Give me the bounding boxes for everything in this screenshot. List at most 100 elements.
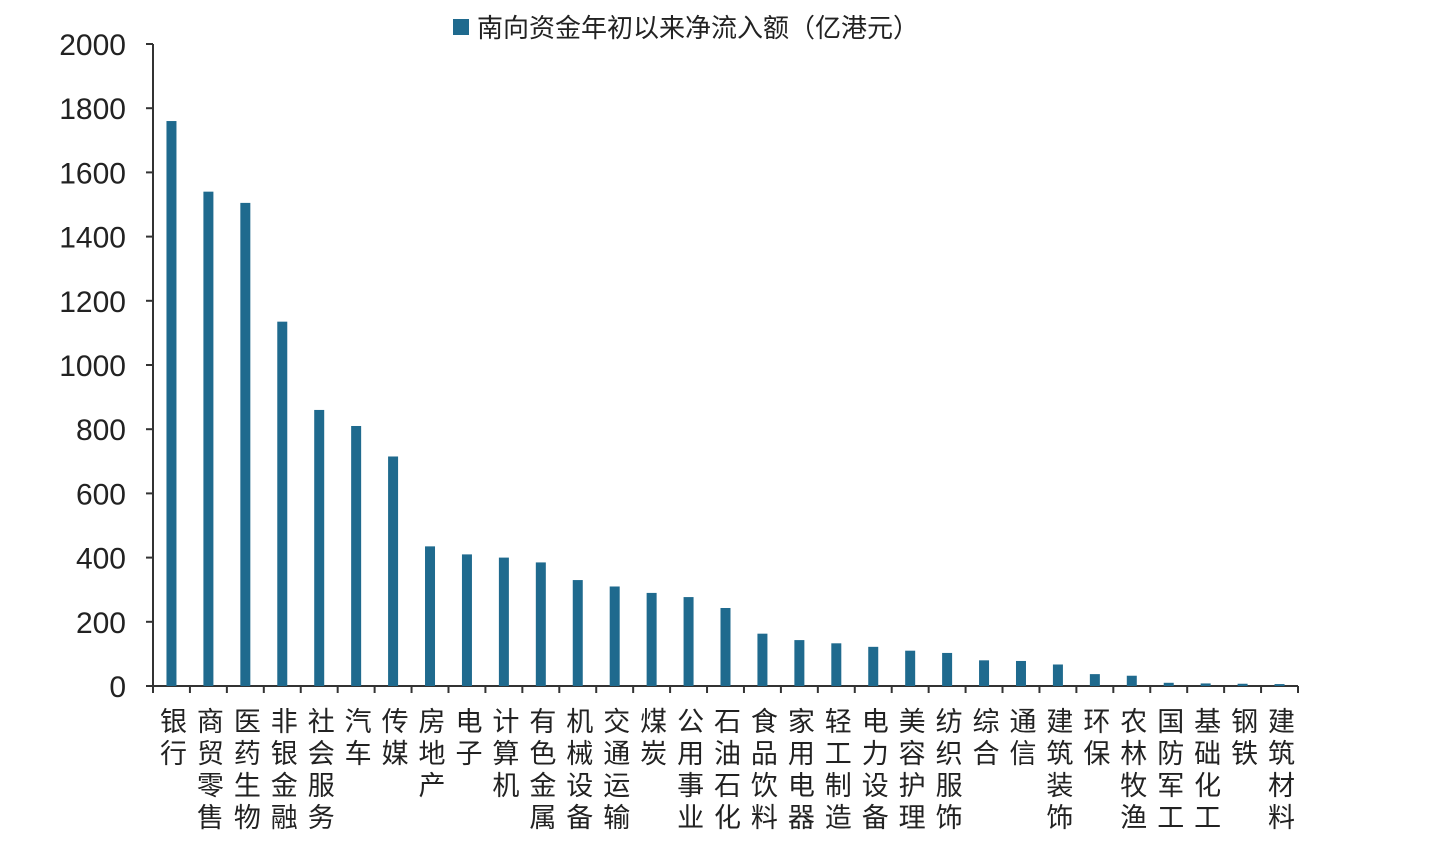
y-tick-label: 2000 [59,29,126,62]
svg-text:服: 服 [936,771,963,802]
y-tick-label: 600 [76,478,126,511]
x-tick-label: 电子 [455,707,482,770]
svg-text:化: 化 [1194,771,1221,802]
svg-text:合: 合 [973,739,1000,770]
svg-text:房: 房 [419,707,446,738]
svg-text:公: 公 [677,707,704,738]
svg-text:电: 电 [788,771,815,802]
svg-text:建: 建 [1268,707,1295,738]
svg-text:品: 品 [751,739,778,770]
svg-text:媒: 媒 [382,739,409,770]
svg-text:装: 装 [1046,771,1073,802]
svg-text:运: 运 [603,771,630,802]
svg-text:料: 料 [1268,803,1295,834]
bar [646,592,657,686]
y-tick-label: 800 [76,414,126,447]
x-tick-label: 综合 [973,707,1000,770]
bar [979,660,990,686]
svg-text:饰: 饰 [1046,803,1073,834]
svg-text:零: 零 [197,771,224,802]
svg-text:交: 交 [603,707,630,738]
bar [498,557,509,686]
bar [794,640,805,686]
svg-text:保: 保 [1083,739,1110,770]
svg-text:会: 会 [308,739,335,770]
svg-text:筑: 筑 [1268,739,1295,770]
svg-text:纺: 纺 [936,707,963,738]
svg-text:用: 用 [677,739,704,770]
bar [1163,682,1174,686]
svg-text:械: 械 [566,739,593,770]
bar [831,643,842,686]
bar [351,425,362,686]
svg-text:美: 美 [899,707,926,738]
svg-text:业: 业 [677,803,704,834]
svg-text:通: 通 [1009,707,1036,738]
bar [1089,674,1100,686]
svg-text:础: 础 [1194,739,1221,770]
svg-text:饮: 饮 [751,771,778,802]
bar [609,586,620,686]
svg-text:社: 社 [308,707,335,738]
svg-text:通: 通 [603,739,630,770]
x-tick-label: 通信 [1009,707,1036,770]
svg-text:车: 车 [345,739,372,770]
svg-text:事: 事 [677,771,704,802]
svg-text:电: 电 [455,707,482,738]
svg-text:非: 非 [271,707,298,738]
x-tick-label: 环保 [1083,707,1110,770]
svg-text:家: 家 [788,707,815,738]
svg-text:算: 算 [492,739,519,770]
x-tick-label: 汽车 [345,707,372,770]
bar [683,597,694,686]
svg-text:地: 地 [419,739,446,770]
svg-text:牧: 牧 [1120,771,1147,802]
bar [572,580,583,686]
svg-text:煤: 煤 [640,707,667,738]
svg-text:容: 容 [899,739,926,770]
svg-text:工: 工 [1157,803,1184,834]
legend-label: 南向资金年初以来净流入额（亿港元） [477,14,919,44]
svg-text:机: 机 [566,707,593,738]
y-tick-label: 1800 [59,93,126,126]
svg-text:汽: 汽 [345,707,372,738]
svg-text:有: 有 [529,707,556,738]
y-tick-label: 200 [76,607,126,640]
x-tick-label: 煤炭 [640,707,667,770]
svg-text:电: 电 [862,707,889,738]
bar [868,646,879,686]
svg-text:钢: 钢 [1231,707,1258,738]
bar [1237,683,1248,686]
bar [757,633,768,686]
svg-text:银: 银 [160,707,187,738]
legend: 南向资金年初以来净流入额（亿港元） [453,14,919,44]
svg-text:物: 物 [234,803,261,834]
svg-text:基: 基 [1194,707,1221,738]
svg-text:力: 力 [862,739,889,770]
svg-text:织: 织 [936,739,963,770]
svg-text:石: 石 [714,707,741,738]
legend-swatch [453,19,469,35]
svg-text:用: 用 [788,739,815,770]
y-tick-label: 1600 [59,157,126,190]
svg-text:输: 输 [603,803,630,834]
bar [720,607,731,686]
svg-text:子: 子 [455,739,482,770]
bar [425,546,436,686]
svg-text:设: 设 [862,771,889,802]
bar [1052,664,1063,686]
bar [905,650,916,686]
svg-text:军: 军 [1157,771,1184,802]
